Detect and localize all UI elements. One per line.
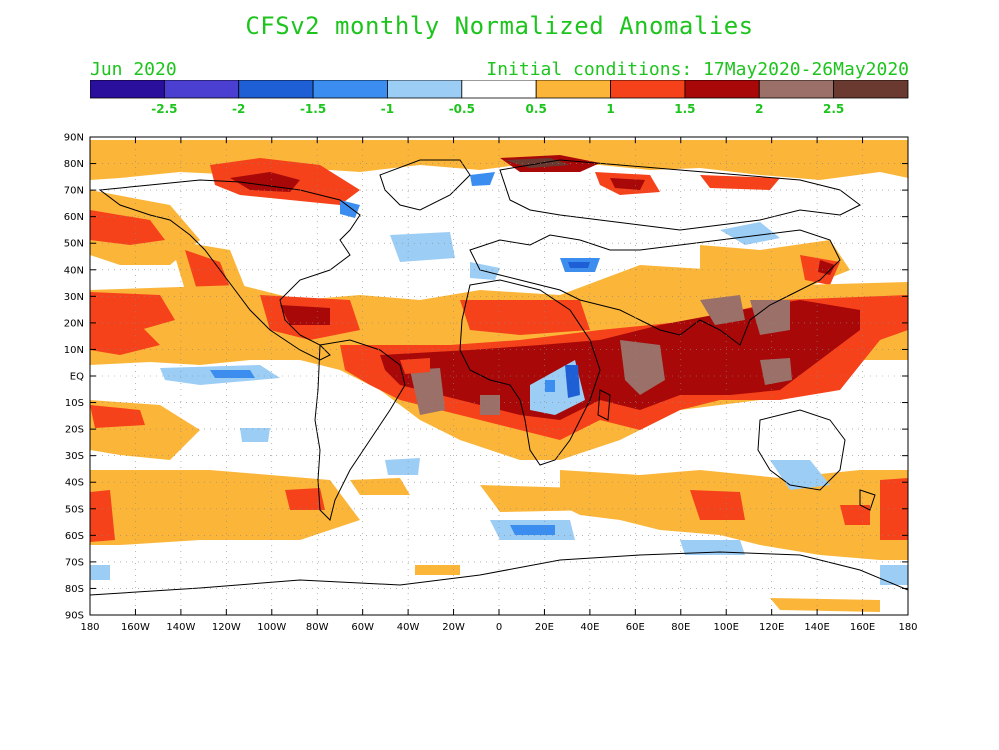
initial-conditions: Initial conditions: 17May2020-26May2020 (486, 59, 909, 80)
lat-label: 10S (65, 398, 84, 409)
lat-label: 90S (65, 611, 84, 622)
lon-label: 20W (442, 622, 465, 633)
lat-lon-grid (90, 137, 908, 615)
lat-label: 90N (64, 133, 84, 144)
lon-label: 80E (671, 622, 690, 633)
lat-label: EQ (70, 372, 84, 383)
lat-label: 20S (65, 425, 84, 436)
legend-label: 0.5 (526, 102, 547, 116)
legend-label: 1.5 (674, 102, 695, 116)
legend-label: 1 (606, 102, 614, 116)
lon-label: 40E (580, 622, 599, 633)
lon-label: 140W (166, 622, 195, 633)
lat-label: 80N (64, 159, 84, 170)
coastlines (90, 159, 908, 596)
legend-swatch (833, 80, 909, 99)
lon-label: 160E (850, 622, 875, 633)
legend-label: -2.5 (151, 102, 177, 116)
lat-label: 30N (64, 292, 84, 303)
lon-label: 0 (496, 622, 502, 633)
lon-label: 120E (759, 622, 784, 633)
lon-label: 180 (898, 622, 917, 633)
lon-label: 20E (535, 622, 554, 633)
lon-label: 60E (626, 622, 645, 633)
lon-label: 160W (121, 622, 150, 633)
anomaly-fields-south (90, 400, 908, 612)
lon-label: 80W (306, 622, 329, 633)
lat-label: 20N (64, 318, 84, 329)
legend-label: -0.5 (449, 102, 475, 116)
lat-label: 70N (64, 186, 84, 197)
legend-label: -2 (232, 102, 245, 116)
lon-label: 100W (257, 622, 286, 633)
anomaly-fields-tropics (90, 265, 908, 460)
legend-label: -1 (381, 102, 394, 116)
forecast-month: Jun 2020 (90, 59, 177, 80)
map-axes: 90N 80N 70N 60N 50N 40N 30N 20N 10N EQ 10S 20S 30S 40… (64, 133, 918, 634)
lat-label: 50N (64, 239, 84, 250)
color-legend: -2.5 -2 -1.5 -1 -0.5 0.5 1 1.5 2 2.5 (90, 80, 909, 116)
lat-label: 40S (65, 478, 84, 489)
lat-label: 40N (64, 265, 84, 276)
lon-label: 180 (80, 622, 99, 633)
legend-label: 2.5 (823, 102, 844, 116)
lat-label: 50S (65, 504, 84, 515)
lat-label: 80S (65, 584, 84, 595)
legend-label: 2 (755, 102, 763, 116)
lon-label: 120W (212, 622, 241, 633)
legend-label: -1.5 (300, 102, 326, 116)
lat-label: 10N (64, 345, 84, 356)
lon-label: 100E (714, 622, 739, 633)
map-title: CFSv2 monthly Normalized Anomalies (245, 12, 754, 40)
lon-label: 140E (804, 622, 829, 633)
lat-label: 60S (65, 531, 84, 542)
lat-label: 60N (64, 212, 84, 223)
lat-label: 70S (65, 557, 84, 568)
lon-label: 60W (351, 622, 374, 633)
lat-label: 30S (65, 451, 84, 462)
lon-label: 40W (397, 622, 420, 633)
